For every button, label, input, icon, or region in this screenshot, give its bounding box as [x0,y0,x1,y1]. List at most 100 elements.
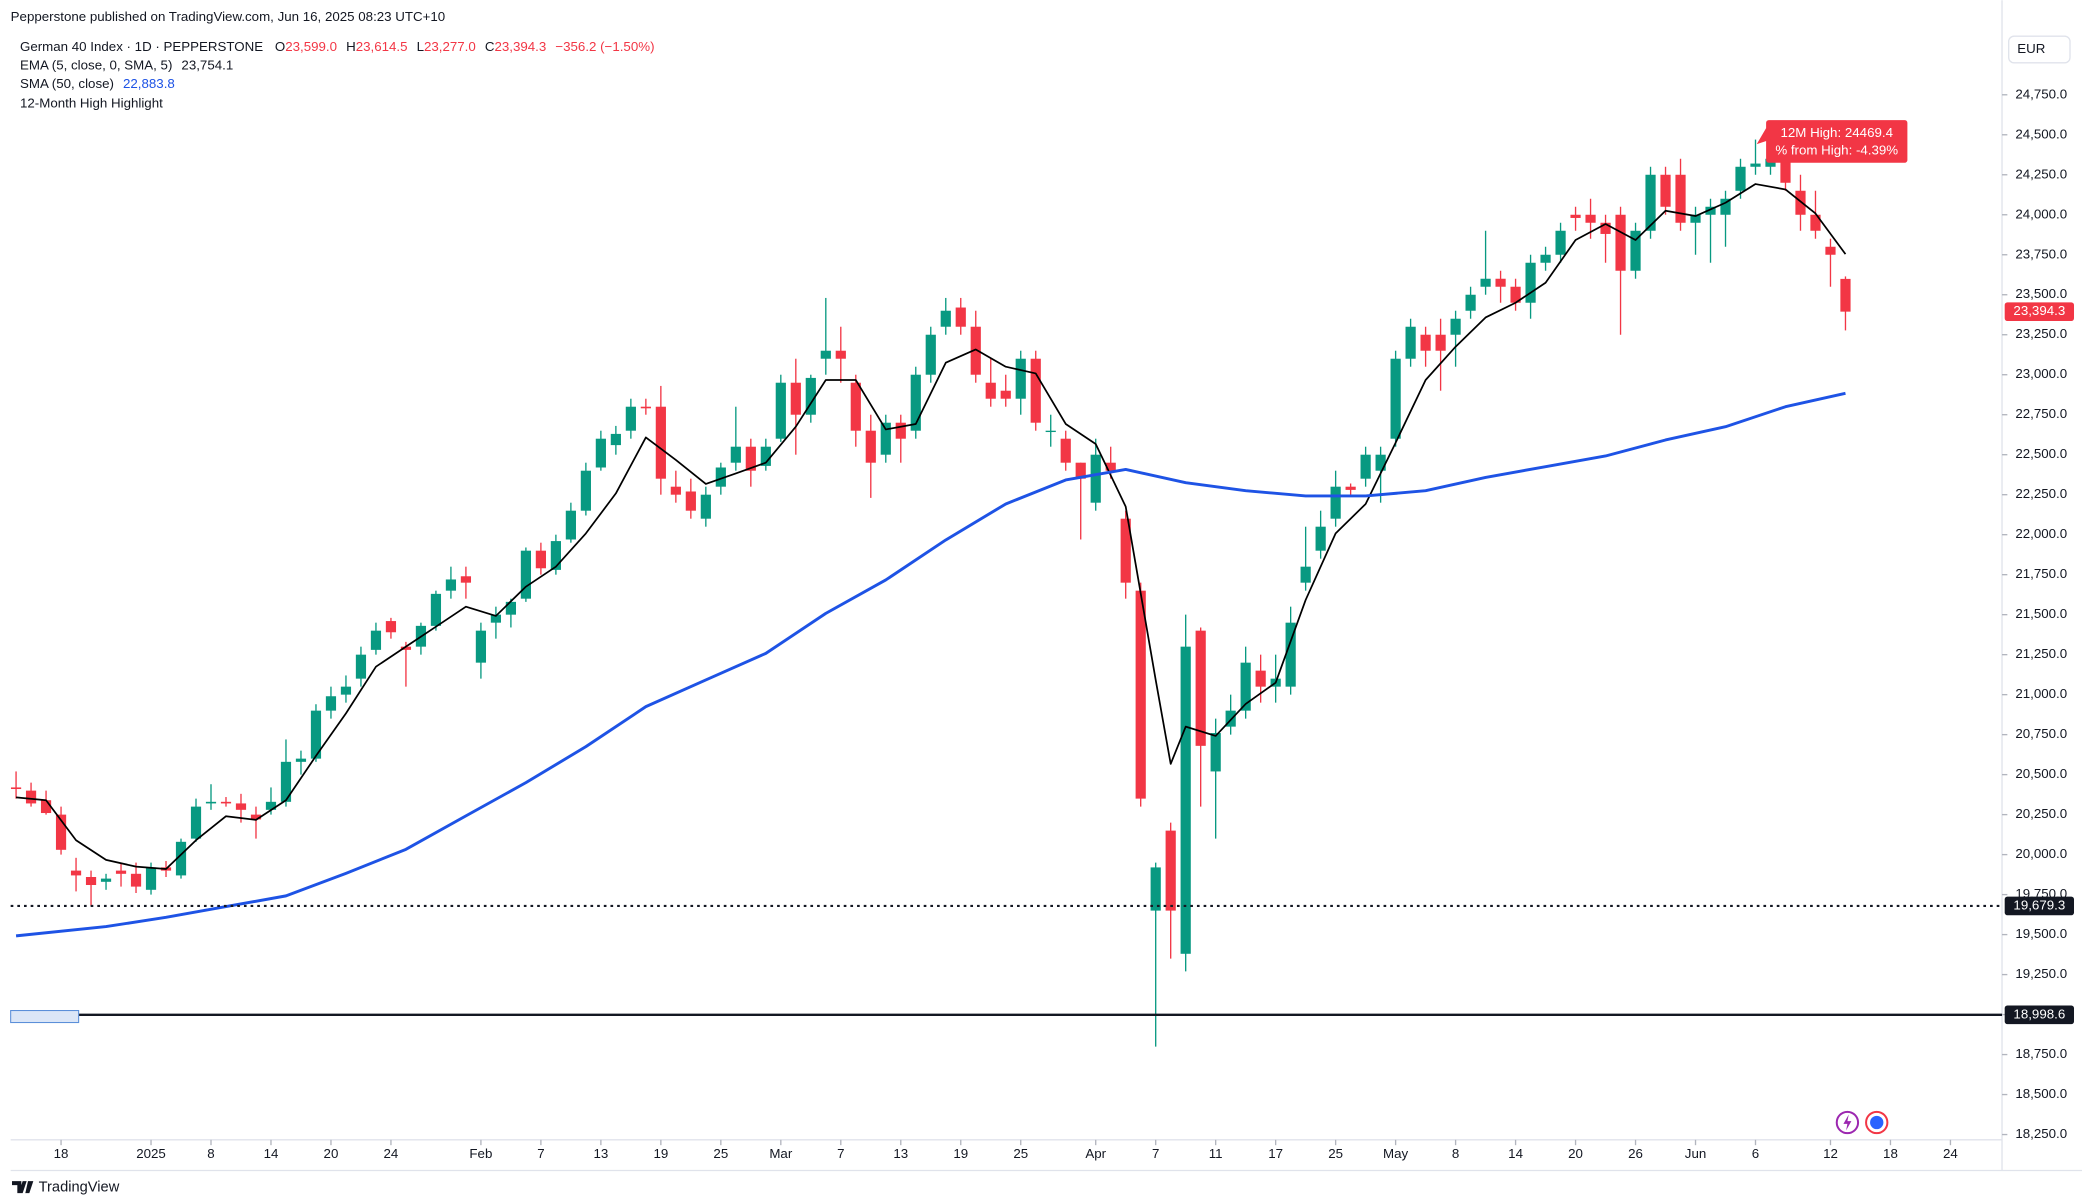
indicator-legend: SMA (50, close) 22,883.8 [20,76,175,91]
candle-body [1690,214,1701,223]
candle-body [10,787,22,790]
candle-body [220,801,232,804]
candle-body [745,446,756,471]
event-icon-glyph [1870,1115,1884,1130]
candle-body [1585,214,1596,223]
candle-body [100,878,112,882]
candle-body [1150,867,1161,911]
x-tick-label: 14 [1508,1146,1523,1161]
y-tick-label: 18,250.0 [2015,1126,2067,1141]
candle-body [55,814,67,850]
level-price-box [2004,896,2075,916]
candle-body [1135,590,1146,799]
candle-body [490,614,502,623]
x-tick-label: 13 [893,1146,908,1161]
indicator-name: SMA (50, close) [20,76,114,91]
candle-body [1570,214,1581,218]
annotation-text: % from High: -4.39% [1775,142,1898,157]
x-tick-label: Apr [1085,1146,1106,1161]
x-tick-label: Mar [769,1146,792,1161]
candle-body [535,550,546,569]
candle-body [1330,486,1341,519]
y-tick-label: 20,250.0 [2015,806,2067,821]
level-price-box [2004,1005,2075,1025]
y-tick-label: 18,750.0 [2015,1046,2067,1061]
event-icon-glyph [1843,1114,1852,1131]
candle-body [115,870,127,874]
candle-body [550,541,561,570]
candle-body [730,446,741,463]
candle-body [130,873,142,887]
candle-body [430,593,442,626]
ohlc-value: 23,614.5 [356,38,408,53]
x-tick-label: 26 [1628,1146,1643,1161]
ohlc-label: C [485,38,495,53]
candle-body [1480,278,1491,287]
x-tick-label: 19 [953,1146,968,1161]
candle-body [1030,358,1041,423]
candle-body [1750,163,1761,167]
y-tick-label: 21,000.0 [2015,686,2067,701]
candle-body [1390,358,1401,439]
candle-body [325,696,337,711]
axes: 24,750.0 24,500.0 24,250.0 24,000.0 23,750.0… [54,86,2075,1161]
indicator-value: 23,754.1 [181,57,233,72]
candle-body [1810,214,1821,231]
ohlc-value: 23,277.0 [424,38,476,53]
candle-body [445,579,457,591]
candle-body [280,761,292,802]
y-tick-label: 18,500.0 [2015,1086,2067,1101]
published-note: Pepperstone published on TradingView.com… [11,9,446,24]
annotation-box [1766,120,1908,163]
currency[interactable]: EUR [2017,41,2045,56]
x-tick-label: 7 [537,1146,544,1161]
brand-logo [11,1181,34,1194]
candle-body [850,382,861,431]
candle-body [1405,326,1416,359]
x-tick-label: 24 [384,1146,399,1161]
candle-body [1360,454,1371,479]
candle-body [1435,334,1446,351]
candle-body [400,646,412,650]
y-tick-label: 20,500.0 [2015,766,2067,781]
candle-body [1000,390,1011,399]
symbol-legend: German 40 Index · 1D · PEPPERSTONE O23,5… [20,38,655,53]
candle-body [790,382,801,415]
candle-body [715,467,726,487]
y-tick-label: 23,500.0 [2015,286,2067,301]
currency-button[interactable] [2008,35,2071,64]
candle-body [1450,318,1461,335]
x-tick-label: May [1383,1146,1408,1161]
candle-body [1075,462,1086,479]
x-tick-label: Feb [469,1146,492,1161]
candle-body [235,803,247,810]
level-price-label: 18,998.6 [2013,1006,2065,1021]
symbol: German 40 Index · 1D · PEPPERSTONE [20,38,263,53]
ohlc-label: L [417,38,424,53]
candle-body [1225,710,1236,727]
candle-body [595,438,606,468]
y-tick-label: 19,500.0 [2015,926,2067,941]
annotation-text: 12M High: 24469.4 [1780,125,1893,140]
y-tick-label: 20,000.0 [2015,846,2067,861]
candle-body [1285,622,1296,687]
x-tick-label: 11 [1209,1146,1223,1161]
y-tick-label: 21,750.0 [2015,566,2067,581]
candle-body [1180,646,1191,954]
candle-body [1045,430,1056,433]
candle-body [250,814,262,820]
ohlc-value: 23,599.0 [285,38,337,53]
x-tick-label: 20 [324,1146,339,1161]
candle-body [895,422,906,439]
indicator-legend: 12-Month High Highlight [20,96,163,111]
change: −356.2 (−1.50%) [555,38,654,53]
candle-body [760,446,771,466]
last-price-box [2004,302,2075,321]
candle-body [805,377,816,415]
candle-body [1705,206,1716,215]
x-tick-label: 18 [1883,1146,1898,1161]
indicator-value: 22,883.8 [123,76,175,91]
x-tick-label: 12 [1823,1146,1838,1161]
